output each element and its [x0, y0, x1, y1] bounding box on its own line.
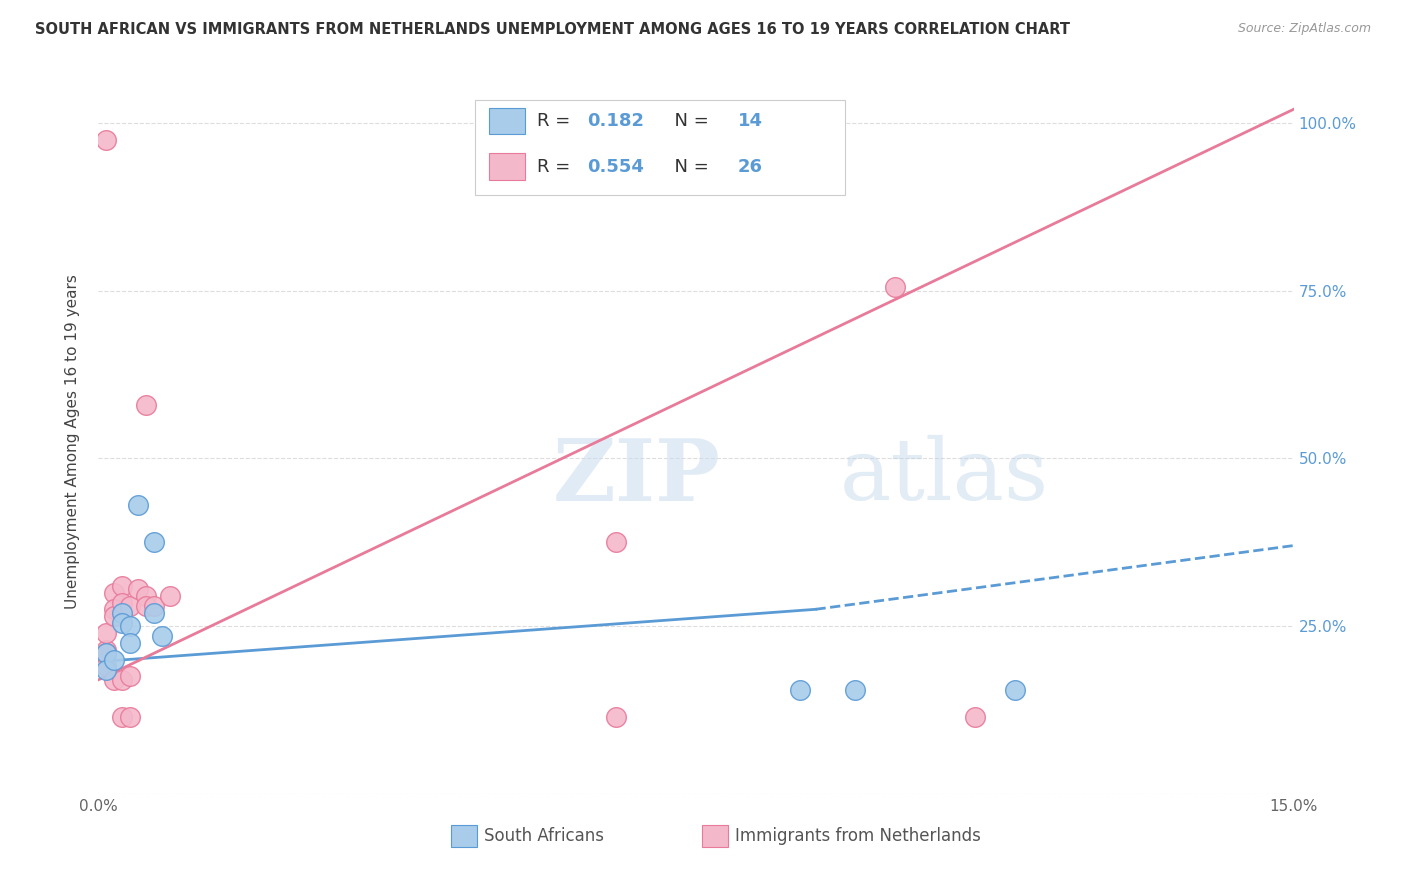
Point — [1004, 682, 1026, 697]
Point — [120, 619, 142, 633]
Point — [111, 709, 134, 723]
Point — [135, 589, 157, 603]
Text: 0.554: 0.554 — [588, 158, 644, 176]
Text: 0.182: 0.182 — [588, 112, 644, 130]
Point — [844, 682, 866, 697]
Point — [111, 596, 134, 610]
Point — [135, 398, 157, 412]
Text: ZIP: ZIP — [553, 434, 720, 519]
Point — [103, 609, 125, 624]
Point — [120, 709, 142, 723]
Point — [96, 646, 118, 660]
FancyBboxPatch shape — [489, 153, 524, 180]
Text: R =: R = — [537, 158, 576, 176]
Point — [120, 636, 142, 650]
Point — [111, 579, 134, 593]
Point — [159, 589, 181, 603]
Point — [143, 606, 166, 620]
Y-axis label: Unemployment Among Ages 16 to 19 years: Unemployment Among Ages 16 to 19 years — [65, 274, 80, 609]
Point — [96, 659, 118, 673]
Point — [103, 585, 125, 599]
Point — [143, 599, 166, 613]
Point — [111, 606, 134, 620]
Point — [103, 653, 125, 667]
Text: Immigrants from Netherlands: Immigrants from Netherlands — [735, 827, 981, 845]
Point — [127, 582, 149, 597]
Point — [96, 132, 118, 146]
Text: 14: 14 — [738, 112, 763, 130]
Point — [143, 535, 166, 549]
FancyBboxPatch shape — [702, 825, 728, 847]
Point — [135, 599, 157, 613]
Point — [111, 673, 134, 687]
Point — [150, 629, 173, 643]
Point — [963, 709, 986, 723]
Text: South Africans: South Africans — [485, 827, 605, 845]
Text: Source: ZipAtlas.com: Source: ZipAtlas.com — [1237, 22, 1371, 36]
Point — [96, 625, 118, 640]
FancyBboxPatch shape — [489, 108, 524, 135]
Text: R =: R = — [537, 112, 576, 130]
FancyBboxPatch shape — [475, 100, 845, 194]
Point — [111, 615, 134, 630]
Point — [103, 673, 125, 687]
Point — [120, 599, 142, 613]
Point — [96, 646, 118, 660]
Text: SOUTH AFRICAN VS IMMIGRANTS FROM NETHERLANDS UNEMPLOYMENT AMONG AGES 16 TO 19 YE: SOUTH AFRICAN VS IMMIGRANTS FROM NETHERL… — [35, 22, 1070, 37]
Point — [127, 498, 149, 512]
Point — [103, 602, 125, 616]
Point — [884, 280, 907, 294]
Text: 26: 26 — [738, 158, 763, 176]
Text: atlas: atlas — [839, 435, 1049, 518]
Text: N =: N = — [662, 158, 714, 176]
Point — [605, 709, 627, 723]
FancyBboxPatch shape — [451, 825, 477, 847]
Point — [120, 669, 142, 683]
Point — [605, 535, 627, 549]
Text: N =: N = — [662, 112, 714, 130]
Point — [789, 682, 811, 697]
Point — [96, 663, 118, 677]
Point — [96, 642, 118, 657]
